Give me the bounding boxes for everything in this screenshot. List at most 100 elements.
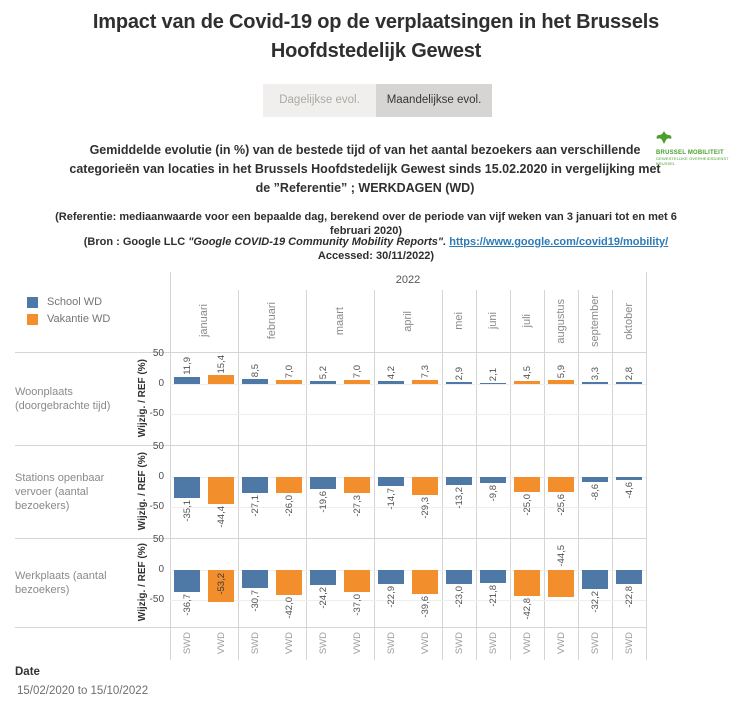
bar-2-januari-VWD[interactable] <box>208 570 234 602</box>
bar-1-september-SWD[interactable] <box>582 477 608 482</box>
bar-0-oktober-SWD[interactable] <box>616 382 642 384</box>
slot-label-augustus-VWD: VWD <box>555 632 567 655</box>
bar-value-label: -39,6 <box>419 596 431 618</box>
bar-2-mei-SWD[interactable] <box>446 570 472 584</box>
month-header-februari: februari <box>266 302 278 340</box>
slot-label-maart-SWD: SWD <box>317 632 329 655</box>
tab-maandelijkse-evol[interactable]: Maandelijkse evol. <box>376 84 492 117</box>
bar-1-april-VWD[interactable] <box>412 477 438 495</box>
slot-label-februari-VWD: VWD <box>283 632 295 655</box>
bar-value-label: 7,3 <box>419 364 431 378</box>
bar-value-label: 4,5 <box>521 365 533 379</box>
y-tick: -50 <box>149 408 164 419</box>
row-separator <box>15 352 646 353</box>
bar-value-label: -25,6 <box>555 494 567 516</box>
bar-1-februari-SWD[interactable] <box>242 477 268 493</box>
bar-value-label: -53,2 <box>215 573 227 595</box>
bar-2-april-VWD[interactable] <box>412 570 438 594</box>
bar-1-februari-VWD[interactable] <box>276 477 302 493</box>
bar-0-maart-SWD[interactable] <box>310 381 336 384</box>
legend-item-school-wd: School WD <box>27 296 102 308</box>
bar-2-februari-SWD[interactable] <box>242 570 268 588</box>
bar-value-label: -27,3 <box>351 495 363 517</box>
bar-0-september-SWD[interactable] <box>582 382 608 384</box>
slot-label-juni-SWD: SWD <box>487 632 499 655</box>
bar-1-augustus-VWD[interactable] <box>548 477 574 492</box>
bar-value-label: -22,8 <box>623 586 635 608</box>
y-axis-title: Wijzig. / REF (%) <box>136 359 148 438</box>
bar-value-label: -14,7 <box>385 488 397 510</box>
bar-1-januari-SWD[interactable] <box>174 477 200 498</box>
bar-2-april-SWD[interactable] <box>378 570 404 584</box>
bar-0-april-VWD[interactable] <box>412 380 438 384</box>
bar-0-februari-VWD[interactable] <box>276 380 302 384</box>
bar-2-februari-VWD[interactable] <box>276 570 302 595</box>
bar-value-label: -22,9 <box>385 586 397 608</box>
gridline <box>170 414 646 415</box>
vakantie-wd-swatch <box>27 313 38 325</box>
chart-subtitle: Gemiddelde evolutie (in %) van de bested… <box>40 141 690 198</box>
month-header-augustus: augustus <box>555 298 567 344</box>
slot-label-januari-VWD: VWD <box>215 632 227 655</box>
bar-2-januari-SWD[interactable] <box>174 570 200 592</box>
month-header-januari: januari <box>198 304 210 338</box>
gridline <box>170 570 646 571</box>
column-separator <box>170 272 171 660</box>
bar-2-oktober-SWD[interactable] <box>616 570 642 584</box>
month-header-mei: mei <box>453 312 465 330</box>
bar-0-juli-VWD[interactable] <box>514 381 540 384</box>
bar-0-april-SWD[interactable] <box>378 381 404 384</box>
bar-2-augustus-VWD[interactable] <box>548 570 574 597</box>
bar-value-label: -26,0 <box>283 495 295 517</box>
row-label-0: Woonplaats (doorgebrachte tijd) <box>15 385 111 412</box>
bar-1-maart-SWD[interactable] <box>310 477 336 489</box>
bar-0-maart-VWD[interactable] <box>344 380 370 384</box>
bar-2-juli-VWD[interactable] <box>514 570 540 596</box>
column-separator <box>646 272 647 660</box>
bar-0-mei-SWD[interactable] <box>446 382 472 384</box>
bar-value-label: 7,0 <box>283 364 295 378</box>
bar-1-mei-SWD[interactable] <box>446 477 472 485</box>
tab-dagelijkse-evol[interactable]: Dagelijkse evol. <box>263 84 376 117</box>
gridline <box>170 477 646 478</box>
slot-label-februari-SWD: SWD <box>249 632 261 655</box>
subtitle-line: de ”Referentie” ; WERKDAGEN (WD) <box>255 181 475 195</box>
bar-2-maart-SWD[interactable] <box>310 570 336 585</box>
row-separator <box>15 445 646 446</box>
bar-0-januari-VWD[interactable] <box>208 375 234 384</box>
source-note: (Bron : Google LLC "Google COVID-19 Comm… <box>10 236 742 248</box>
bar-0-februari-SWD[interactable] <box>242 379 268 384</box>
y-tick: 0 <box>158 378 164 389</box>
bar-1-januari-VWD[interactable] <box>208 477 234 504</box>
month-header-juli: juli <box>521 314 533 328</box>
bar-value-label: 8,5 <box>249 363 261 377</box>
slot-label-april-SWD: SWD <box>385 632 397 655</box>
bar-1-juni-SWD[interactable] <box>480 477 506 483</box>
bar-value-label: 2,8 <box>623 366 635 380</box>
legend-label: Vakantie WD <box>47 313 111 325</box>
date-filter-value: 15/02/2020 to 15/10/2022 <box>17 685 149 697</box>
bar-value-label: -44,4 <box>215 506 227 528</box>
bar-2-september-SWD[interactable] <box>582 570 608 589</box>
bar-value-label: -21,8 <box>487 585 499 607</box>
bar-2-maart-VWD[interactable] <box>344 570 370 592</box>
bar-1-maart-VWD[interactable] <box>344 477 370 493</box>
column-separator <box>510 290 511 660</box>
bar-1-juli-VWD[interactable] <box>514 477 540 492</box>
y-axis-title: Wijzig. / REF (%) <box>136 452 148 531</box>
mobility-report-link[interactable]: https://www.google.com/covid19/mobility/ <box>449 236 669 248</box>
bar-0-januari-SWD[interactable] <box>174 377 200 384</box>
column-separator <box>476 290 477 660</box>
bar-0-juni-SWD[interactable] <box>480 383 506 384</box>
school-wd-swatch <box>27 296 38 308</box>
bar-1-april-SWD[interactable] <box>378 477 404 486</box>
bar-value-label: 15,4 <box>215 354 227 374</box>
y-tick: 50 <box>152 441 164 452</box>
bar-1-oktober-SWD[interactable] <box>616 477 642 480</box>
bar-2-juni-SWD[interactable] <box>480 570 506 583</box>
bar-value-label: 3,3 <box>589 366 601 380</box>
slot-label-maart-VWD: VWD <box>351 632 363 655</box>
bar-value-label: -29,3 <box>419 497 431 519</box>
bar-0-augustus-VWD[interactable] <box>548 380 574 384</box>
